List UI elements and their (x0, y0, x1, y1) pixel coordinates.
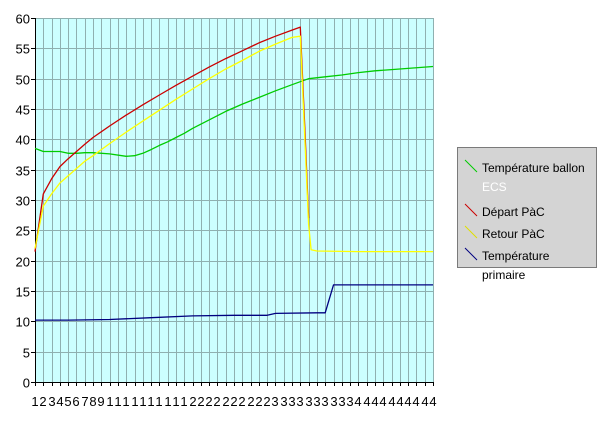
x-tick-label: 1 (106, 394, 113, 409)
y-tick-label: 10 (16, 315, 30, 330)
legend-label-line1: Température ballon (482, 161, 585, 175)
x-tick-label: 7 (81, 394, 88, 409)
y-tick-label: 45 (16, 103, 30, 118)
x-tick-label: 2 (230, 394, 237, 409)
y-tick-label: 25 (16, 224, 30, 239)
y-tick-label: 15 (16, 285, 30, 300)
x-tick-label: 3 (305, 394, 312, 409)
legend-swatch-line (464, 203, 478, 217)
x-tick-label: 1 (31, 394, 38, 409)
legend-swatch-line (464, 247, 478, 261)
x-tick-label: 2 (189, 394, 196, 409)
legend-swatch-temperature-primaire (464, 247, 478, 261)
y-tick-label: 30 (16, 194, 30, 209)
legend-label-temperature-ballon: Température ballon ECS (482, 159, 596, 197)
x-tick-label: 6 (72, 394, 79, 409)
gridlines (35, 18, 434, 383)
x-tick-label: 1 (155, 394, 162, 409)
x-tick-label: 2 (255, 394, 262, 409)
x-tick-label: 4 (363, 394, 370, 409)
x-tick-label: 1 (164, 394, 171, 409)
series-line-temperature-primaire (35, 284, 433, 321)
legend-label-line2: ECS (482, 180, 507, 194)
legend-item-retour-pac: Retour PàC (464, 224, 596, 241)
x-tick-label: 2 (247, 394, 254, 409)
x-tick-label: 3 (48, 394, 55, 409)
x-tick-label: 1 (131, 394, 138, 409)
series-line-retour-pac (34, 35, 433, 253)
y-tick-label: 55 (16, 42, 30, 57)
x-tick-label: 8 (89, 394, 96, 409)
legend-item-depart-pac: Départ PàC (464, 202, 596, 219)
x-tick-label: 2 (238, 394, 245, 409)
y-tick-label: 20 (16, 255, 30, 270)
legend-swatch-retour-pac (464, 225, 478, 239)
legend-swatch-line (464, 159, 478, 173)
y-tick-label: 0 (23, 376, 30, 391)
y-tick-label: 5 (23, 346, 30, 361)
legend-label-temperature-primaire: Température primaire (482, 249, 550, 282)
x-tick-label: 3 (288, 394, 295, 409)
x-tick-label: 3 (271, 394, 278, 409)
x-tick-label: 1 (139, 394, 146, 409)
x-tick-label: 4 (354, 394, 361, 409)
legend-swatch-line (464, 225, 478, 239)
legend-item-temperature-ballon: Température ballon ECS (464, 158, 596, 194)
x-tick-label: 9 (97, 394, 104, 409)
y-tick-label: 50 (16, 73, 30, 88)
x-tick-label: 2 (222, 394, 229, 409)
series-line-temperature-ballon (34, 65, 434, 157)
series-lines (34, 26, 434, 321)
x-tick-label: 3 (338, 394, 345, 409)
y-tick-label: 60 (16, 12, 30, 27)
x-tick-label: 4 (421, 394, 428, 409)
x-tick-label: 3 (321, 394, 328, 409)
series-line-depart-pac (34, 26, 310, 252)
y-axis-ticks: 0 5 10 15 20 25 30 35 40 45 50 55 60 (16, 12, 35, 391)
legend: Température ballon ECS Départ PàC Retour… (457, 147, 597, 282)
x-tick-label: 3 (296, 394, 303, 409)
legend-label-retour-pac: Retour PàC (482, 227, 545, 241)
x-tick-label: 3 (280, 394, 287, 409)
legend-label-depart-pac: Départ PàC (482, 205, 545, 219)
x-tick-label: 4 (412, 394, 419, 409)
legend-swatch-temperature-ballon (464, 159, 478, 173)
x-tick-label: 1 (122, 394, 129, 409)
x-tick-label: 4 (56, 394, 63, 409)
x-tick-label: 1 (172, 394, 179, 409)
x-tick-label: 5 (64, 394, 71, 409)
x-tick-label: 3 (313, 394, 320, 409)
x-tick-label: 4 (429, 394, 436, 409)
legend-swatch-depart-pac (464, 203, 478, 217)
x-tick-label: 2 (205, 394, 212, 409)
x-tick-label: 4 (388, 394, 395, 409)
legend-item-temperature-primaire: Température primaire (464, 246, 596, 282)
x-tick-label: 4 (379, 394, 386, 409)
y-tick-label: 35 (16, 164, 30, 179)
x-tick-label: 2 (213, 394, 220, 409)
x-tick-label: 2 (197, 394, 204, 409)
x-tick-label: 1 (147, 394, 154, 409)
x-tick-label: 1 (114, 394, 121, 409)
x-tick-label: 4 (396, 394, 403, 409)
x-tick-label: 4 (371, 394, 378, 409)
x-tick-label: 3 (346, 394, 353, 409)
x-tick-label: 1 (180, 394, 187, 409)
x-tick-label: 2 (39, 394, 46, 409)
x-tick-label: 4 (404, 394, 411, 409)
x-tick-label: 3 (330, 394, 337, 409)
y-tick-label: 40 (16, 133, 30, 148)
x-tick-label: 2 (263, 394, 270, 409)
